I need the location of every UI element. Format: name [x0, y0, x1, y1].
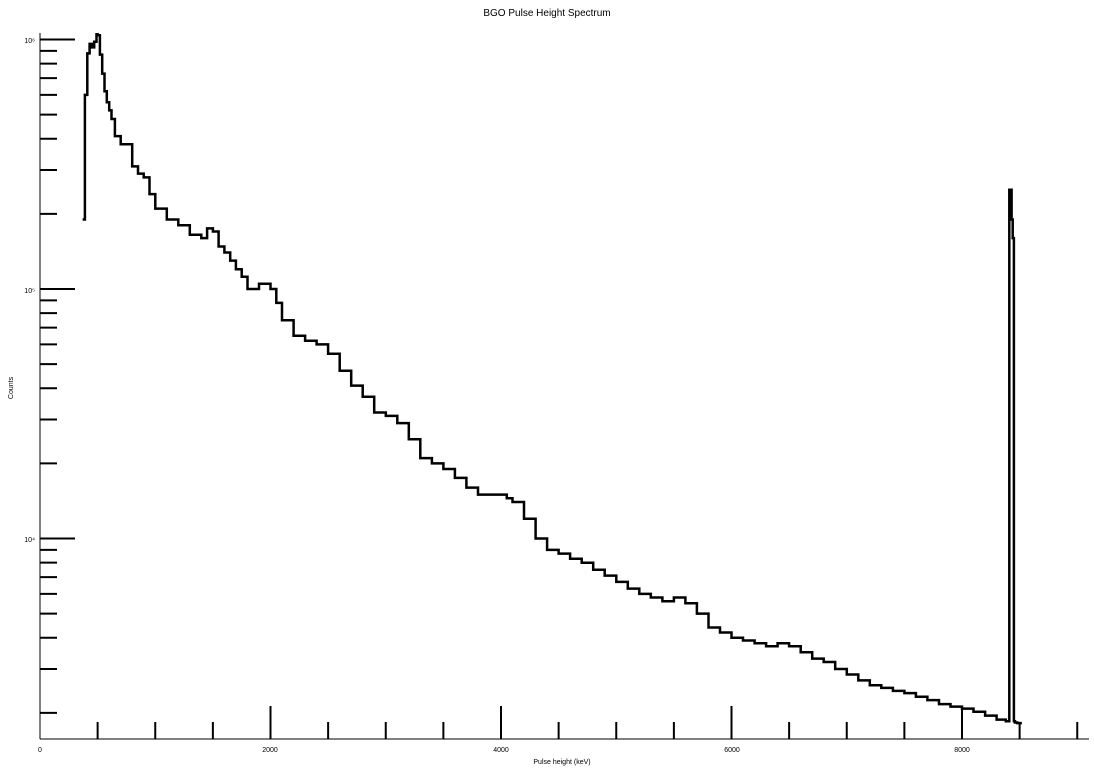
x-tick-label-0: 0: [38, 747, 42, 754]
y-tick-label-1e6: 10⁶: [24, 38, 35, 45]
x-minor-ticks: [96, 706, 1079, 739]
x-tick-label-4000: 4000: [493, 747, 509, 754]
y-minor-ticks: [40, 38, 75, 714]
y-tick-labels: 10⁶ 10⁵ 10⁴: [24, 38, 35, 544]
x-tick-labels: 0 2000 4000 6000 8000: [38, 747, 970, 754]
y-tick-label-1e5: 10⁵: [24, 288, 35, 295]
y-axis-label: Counts: [8, 376, 15, 399]
x-tick-label-2000: 2000: [262, 747, 278, 754]
chart-title: BGO Pulse Height Spectrum: [483, 8, 610, 19]
x-axis-label: Pulse height (keV): [533, 759, 590, 766]
series-line: [82, 32, 1022, 725]
y-tick-label-1e4: 10⁴: [24, 537, 35, 544]
x-tick-label-6000: 6000: [724, 747, 740, 754]
x-tick-label-8000: 8000: [954, 747, 970, 754]
